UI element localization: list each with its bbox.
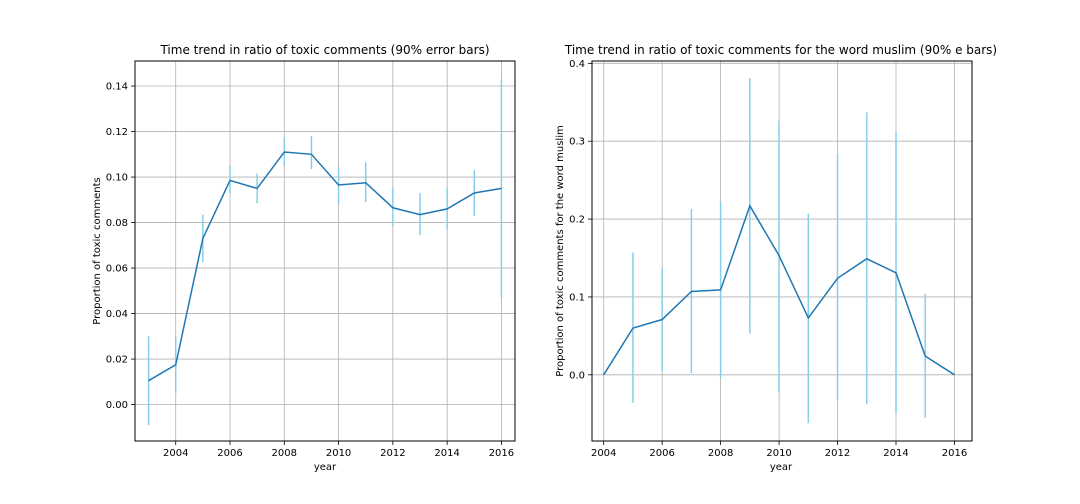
y-tick-label: 0.10 bbox=[106, 173, 128, 184]
y-tick-label: 0.06 bbox=[106, 264, 128, 275]
error-bars bbox=[632, 78, 926, 424]
muslim-toxic-ratio-chart: Time trend in ratio of toxic comments fo… bbox=[555, 43, 997, 473]
y-tick-label: 0.14 bbox=[106, 82, 128, 93]
x-tick-label: 2006 bbox=[217, 448, 242, 459]
plot-area bbox=[134, 60, 516, 442]
error-bars bbox=[147, 79, 503, 426]
grid bbox=[135, 61, 515, 441]
x-tick-label: 2014 bbox=[883, 448, 908, 459]
x-tick-label: 2008 bbox=[708, 448, 733, 459]
toxic-ratio-chart: Time trend in ratio of toxic comments (9… bbox=[92, 43, 516, 473]
y-tick-label: 0.04 bbox=[106, 309, 128, 320]
y-tick-label: 0.1 bbox=[569, 292, 585, 303]
series-line bbox=[148, 151, 502, 382]
x-tick-label: 2016 bbox=[489, 448, 514, 459]
x-axis-ticks: 2004 2006 2008 2010 2012 2014 2016 bbox=[163, 441, 514, 459]
y-tick-label: 0.0 bbox=[569, 370, 585, 381]
x-axis-label: year bbox=[770, 462, 793, 473]
x-tick-label: 2008 bbox=[272, 448, 297, 459]
y-tick-label: 0.4 bbox=[569, 59, 585, 70]
series-line bbox=[603, 204, 955, 376]
x-tick-label: 2014 bbox=[434, 448, 459, 459]
y-axis-label: Proportion of toxic comments bbox=[92, 177, 103, 324]
y-axis-label: Proportion of toxic comments for the wor… bbox=[555, 125, 566, 376]
x-tick-label: 2012 bbox=[380, 448, 405, 459]
x-tick-label: 2016 bbox=[942, 448, 967, 459]
x-axis-ticks: 2004 2006 2008 2010 2012 2014 2016 bbox=[591, 441, 967, 459]
y-axis-ticks: 0.0 0.1 0.2 0.3 0.4 bbox=[569, 59, 592, 381]
x-tick-label: 2004 bbox=[591, 448, 616, 459]
y-tick-label: 0.08 bbox=[106, 218, 128, 229]
y-tick-label: 0.02 bbox=[106, 355, 128, 366]
y-tick-label: 0.3 bbox=[569, 137, 585, 148]
y-axis-ticks: 0.00 0.02 0.04 0.06 0.08 0.10 0.12 0.14 bbox=[106, 82, 135, 411]
x-tick-label: 2010 bbox=[326, 448, 351, 459]
y-tick-label: 0.00 bbox=[106, 400, 128, 411]
y-tick-label: 0.12 bbox=[106, 127, 128, 138]
x-axis-label: year bbox=[314, 462, 337, 473]
x-tick-label: 2010 bbox=[766, 448, 791, 459]
y-tick-label: 0.2 bbox=[569, 215, 585, 226]
grid bbox=[592, 61, 972, 441]
x-tick-label: 2006 bbox=[649, 448, 674, 459]
plot-area bbox=[591, 60, 973, 442]
x-tick-label: 2004 bbox=[163, 448, 188, 459]
chart-title: Time trend in ratio of toxic comments fo… bbox=[564, 43, 997, 57]
chart-title: Time trend in ratio of toxic comments (9… bbox=[159, 43, 489, 57]
x-tick-label: 2012 bbox=[825, 448, 850, 459]
